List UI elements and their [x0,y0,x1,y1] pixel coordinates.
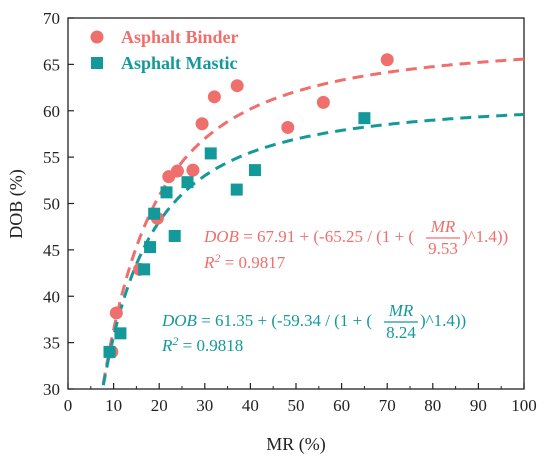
y-tick-label: 55 [43,148,60,167]
data-point-binder [207,90,221,104]
data-point-binder [109,306,123,320]
x-tick-label: 70 [379,396,396,415]
data-point-mastic [160,186,173,199]
data-point-mastic [168,229,181,242]
mastic-equation-left: DOB = 61.35 + (-59.34 / (1 + ( [161,311,372,330]
x-tick-label: 40 [242,396,259,415]
data-point-binder [281,120,295,134]
mastic-r-squared: R2 = 0.9818 [161,334,243,355]
binder-r-squared: R2 = 0.9817 [203,251,286,272]
fit-curve-binder [101,57,525,384]
x-tick-label: 10 [105,396,122,415]
data-point-binder [316,95,330,109]
x-tick-label: 50 [288,396,305,415]
x-axis-title: MR (%) [266,434,326,455]
x-tick-label: 20 [151,396,168,415]
data-point-mastic [103,345,116,358]
data-point-mastic [114,327,127,340]
binder-equation-numerator: MR [430,217,456,236]
y-tick-label: 50 [43,195,60,214]
data-point-binder [230,79,244,93]
y-axis-title: DOB (%) [6,169,27,239]
y-tick-label: 40 [43,287,60,306]
data-point-mastic [230,183,243,196]
data-points [103,53,394,359]
binder-equation-denominator: 9.53 [428,239,458,258]
x-tick-label: 0 [64,396,73,415]
mastic-equation-numerator: MR [388,301,414,320]
binder-fit-annotation: DOB = 67.91 + (-65.25 / (1 + ( MR 9.53 )… [203,217,508,272]
y-tick-label: 45 [43,241,60,260]
legend-label-binder: Asphalt Binder [121,27,239,47]
ticks: 0 10 20 30 40 50 60 70 80 90 100 30 35 40 45 50 55 60 65 70 [43,9,537,415]
data-point-mastic [181,176,194,189]
y-tick-label: 70 [43,9,60,28]
data-point-binder [170,164,184,178]
binder-equation-right: )^1.4)) [462,227,508,246]
legend-marker-mastic [91,57,103,69]
legend-label-mastic: Asphalt Mastic [121,53,238,73]
binder-equation-left: DOB = 67.91 + (-65.25 / (1 + ( [203,227,414,246]
data-point-mastic [358,112,371,125]
data-point-binder [380,53,394,67]
data-point-mastic [144,241,157,254]
x-tick-label: 90 [470,396,487,415]
plot-frame [67,17,525,390]
x-tick-label: 60 [333,396,350,415]
x-tick-label: 100 [511,396,537,415]
data-point-binder [195,117,209,131]
mastic-equation-right: )^1.4)) [420,311,466,330]
y-tick-label: 65 [43,55,60,74]
x-tick-label: 80 [424,396,441,415]
y-tick-label: 35 [43,334,60,353]
y-tick-label: 60 [43,102,60,121]
legend: Asphalt Binder Asphalt Mastic [90,27,239,73]
y-tick-label: 30 [43,380,60,399]
mastic-equation-denominator: 8.24 [386,323,416,342]
data-point-mastic [248,164,261,177]
data-point-binder [186,163,200,177]
legend-marker-binder [90,30,104,44]
data-point-mastic [138,263,151,276]
x-tick-label: 30 [196,396,213,415]
data-point-mastic [204,147,217,160]
data-point-mastic [148,207,161,220]
mastic-fit-annotation: DOB = 61.35 + (-59.34 / (1 + ( MR 8.24 )… [161,301,466,355]
